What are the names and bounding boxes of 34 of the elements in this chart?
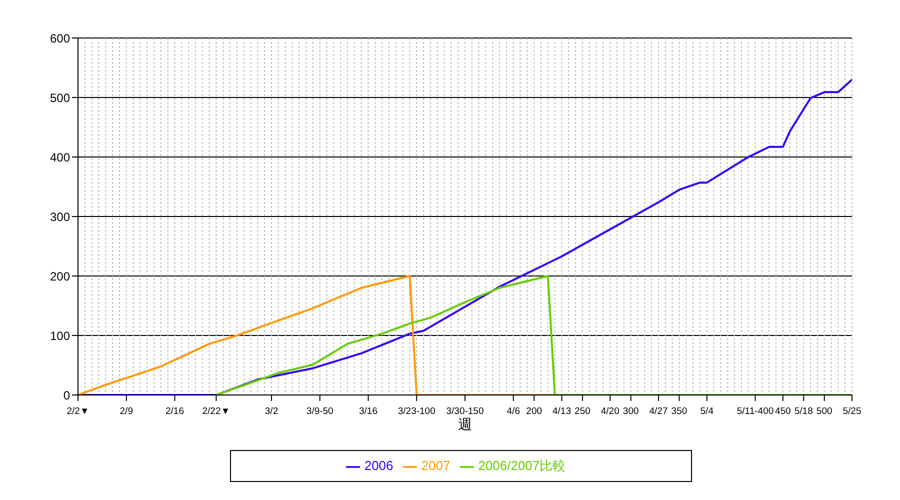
x-tick-label: 4/20 bbox=[600, 406, 620, 417]
x-tick-label: 4/27 bbox=[649, 406, 668, 417]
legend-label: 2006/2007比較 bbox=[478, 458, 566, 473]
x-axis-title: 週 bbox=[458, 416, 472, 432]
x-tick-label: 3/16 bbox=[359, 406, 378, 417]
x-tick-label: 300 bbox=[622, 406, 639, 417]
x-tick-label: 3/9-50 bbox=[306, 406, 334, 417]
x-tick-label: 2/16 bbox=[166, 406, 184, 417]
legend-label: 2006 bbox=[364, 458, 394, 473]
x-tick-label: 200 bbox=[526, 406, 542, 417]
x-tick-label: 2/22▼ bbox=[202, 406, 230, 417]
x-tick-label: 500 bbox=[816, 406, 832, 417]
y-tick-label: 300 bbox=[50, 210, 70, 224]
x-tick-label: 350 bbox=[671, 406, 688, 417]
legend-label: 2007 bbox=[421, 458, 450, 473]
x-tick-label: 3/2 bbox=[264, 406, 278, 417]
x-tick-label: 3/30-150 bbox=[446, 406, 484, 417]
x-tick-label: 250 bbox=[574, 406, 590, 417]
x-tick-label: 2/9 bbox=[120, 406, 133, 417]
x-tick-label: 450 bbox=[774, 406, 791, 417]
x-tick-label: 4/6 bbox=[506, 406, 520, 417]
y-tick-label: 600 bbox=[50, 31, 70, 46]
y-tick-label: 0 bbox=[63, 388, 70, 402]
y-tick-label: 200 bbox=[50, 269, 70, 284]
x-tick-label: 4/13 bbox=[552, 406, 571, 417]
y-tick-label: 100 bbox=[50, 328, 70, 343]
y-tick-label: 400 bbox=[50, 150, 70, 164]
y-tick-label: 500 bbox=[50, 90, 70, 105]
x-tick-label: 5/25 bbox=[842, 406, 862, 417]
x-tick-label: 5/11-400 bbox=[736, 406, 774, 417]
x-tick-label: 5/4 bbox=[700, 406, 714, 417]
x-tick-label: 2/2▼ bbox=[66, 406, 90, 417]
x-tick-label: 5/18 bbox=[794, 406, 813, 417]
x-tick-label: 3/23-100 bbox=[398, 406, 436, 417]
